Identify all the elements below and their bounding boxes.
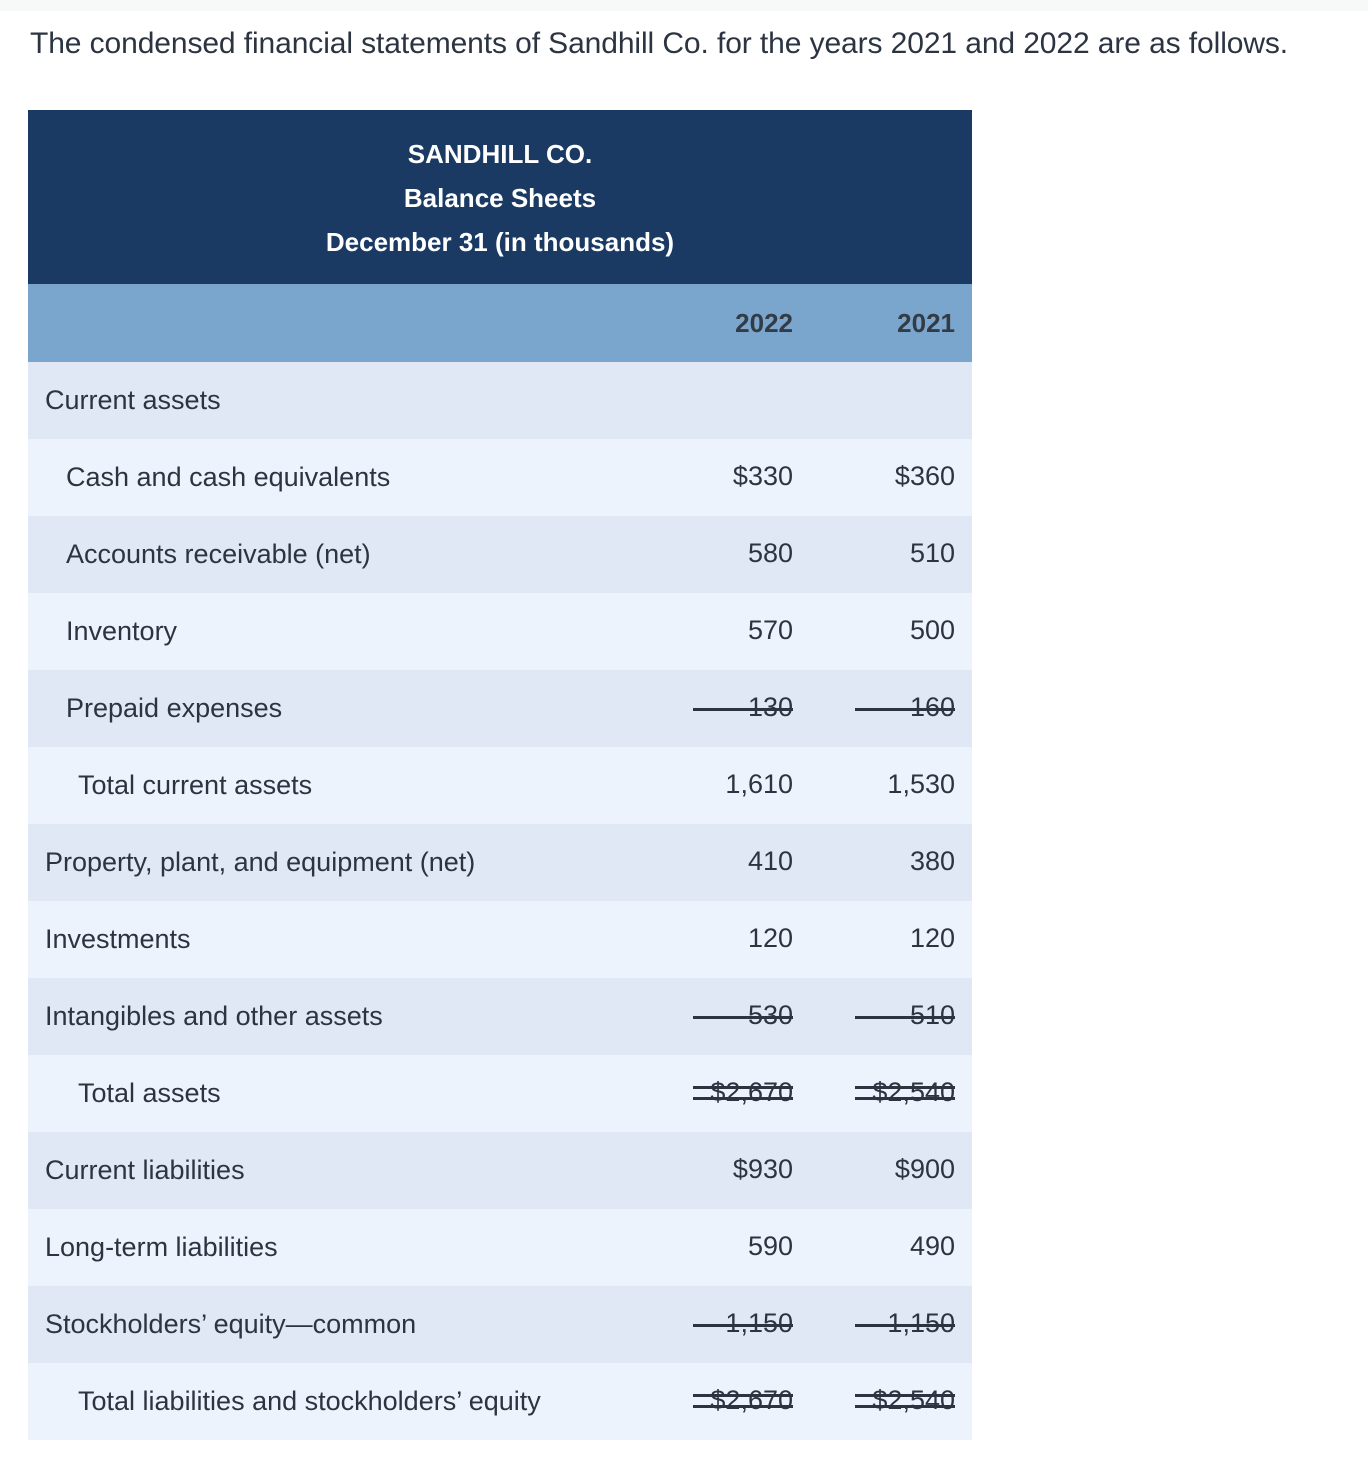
column-header-year-2021: 2021	[897, 307, 955, 338]
value-text: 510	[909, 538, 955, 568]
table-row: Investments 120 120	[28, 901, 972, 978]
value-text: 590	[747, 1231, 793, 1261]
value-text: 1,530	[887, 769, 955, 799]
column-header-row: 2022 2021	[28, 284, 972, 362]
value-text: 1,610	[725, 769, 793, 799]
row-label: Total assets	[78, 1078, 221, 1108]
row-label: Cash and cash equivalents	[66, 462, 391, 492]
balance-sheet-rows: Current assets Cash and cash equivalents $…	[28, 362, 972, 1440]
row-label: Inventory	[66, 616, 178, 646]
statement-subtitle-text: December 31 (in thousands)	[325, 227, 675, 257]
row-value-2022: 530	[648, 1000, 810, 1033]
value-text: 130	[747, 692, 793, 722]
row-label: Intangibles and other assets	[45, 1001, 383, 1031]
row-label: Prepaid expenses	[66, 693, 283, 723]
table-row: Current liabilities $930 $900	[28, 1132, 972, 1209]
statement-subtitle: December 31 (in thousands)	[28, 220, 972, 264]
value-text: $930	[732, 1154, 793, 1184]
row-value-2021: 380	[810, 846, 972, 879]
balance-sheet-table: SANDHILL CO. Balance Sheets December 31 …	[28, 110, 972, 1440]
row-label: Total current assets	[78, 770, 313, 800]
row-label: Investments	[45, 924, 191, 954]
row-value-2022: 1,150	[648, 1308, 810, 1341]
table-row: Property, plant, and equipment (net) 410 3…	[28, 824, 972, 901]
row-label: Property, plant, and equipment (net)	[45, 847, 476, 877]
row-label: Current liabilities	[45, 1155, 245, 1185]
row-value-2022: 130	[648, 692, 810, 725]
row-value-2022: 590	[648, 1231, 810, 1264]
value-text: $2,540	[872, 1385, 955, 1415]
row-value-2022: 580	[648, 538, 810, 571]
value-text: 500	[909, 615, 955, 645]
table-row: Total assets $2,670 $2,540	[28, 1055, 972, 1132]
value-text: $330	[732, 461, 793, 491]
row-value-2022: $930	[648, 1154, 810, 1187]
value-text: $900	[894, 1154, 955, 1184]
table-row: Total current assets 1,610 1,530	[28, 747, 972, 824]
row-label: Accounts receivable (net)	[66, 539, 371, 569]
statement-title-text: Balance Sheets	[403, 183, 597, 213]
row-label: Current assets	[45, 385, 221, 415]
row-value-2021: $360	[810, 461, 972, 494]
row-value-2021: 120	[810, 923, 972, 956]
table-row: Total liabilities and stockholders’ equi…	[28, 1363, 972, 1440]
table-row: Current assets	[28, 362, 972, 439]
row-value-2022: 570	[648, 615, 810, 648]
row-value-2021: 1,150	[810, 1308, 972, 1341]
table-row: Inventory 570 500	[28, 593, 972, 670]
statement-company-name: SANDHILL CO.	[28, 132, 972, 176]
row-value-2021: 1,530	[810, 769, 972, 802]
row-value-2021	[810, 385, 972, 416]
value-text: 1,150	[725, 1308, 793, 1338]
value-text: 490	[909, 1231, 955, 1261]
table-row: Intangibles and other assets 530 510	[28, 978, 972, 1055]
row-value-2022: $2,670	[648, 1077, 810, 1110]
column-header-year-2022: 2022	[735, 307, 793, 338]
value-text: 1,150	[887, 1308, 955, 1338]
value-text: 570	[747, 615, 793, 645]
value-text: 160	[909, 692, 955, 722]
row-value-2021: $900	[810, 1154, 972, 1187]
value-text: 120	[909, 923, 955, 953]
value-text: 120	[747, 923, 793, 953]
table-row: Long-term liabilities 590 490	[28, 1209, 972, 1286]
value-text: 580	[747, 538, 793, 568]
value-text: 510	[909, 1000, 955, 1030]
row-value-2021: 160	[810, 692, 972, 725]
value-text: $2,540	[872, 1077, 955, 1107]
intro-text: The condensed financial statements of Sa…	[30, 27, 1289, 60]
row-value-2021: 500	[810, 615, 972, 648]
statement-header: SANDHILL CO. Balance Sheets December 31 …	[28, 110, 972, 284]
row-value-2022: $2,670	[648, 1385, 810, 1418]
value-text: 530	[747, 1000, 793, 1030]
row-value-2022: $330	[648, 461, 810, 494]
row-value-2021: $2,540	[810, 1385, 972, 1418]
table-row: Prepaid expenses 130 160	[28, 670, 972, 747]
table-row: Accounts receivable (net) 580 510	[28, 516, 972, 593]
row-label: Long-term liabilities	[45, 1232, 278, 1262]
row-value-2021: $2,540	[810, 1077, 972, 1110]
row-value-2021: 510	[810, 1000, 972, 1033]
row-label: Total liabilities and stockholders’ equi…	[78, 1386, 541, 1416]
row-value-2021: 510	[810, 538, 972, 571]
row-value-2022: 410	[648, 846, 810, 879]
row-value-2021: 490	[810, 1231, 972, 1264]
page-top-strip	[0, 0, 1368, 11]
value-text: 410	[747, 846, 793, 876]
table-row: Cash and cash equivalents $330 $360	[28, 439, 972, 516]
row-value-2022: 1,610	[648, 769, 810, 802]
table-row: Stockholders’ equity—common 1,150 1,150	[28, 1286, 972, 1363]
row-value-2022: 120	[648, 923, 810, 956]
value-text: $2,670	[710, 1077, 793, 1107]
statement-title: Balance Sheets	[28, 176, 972, 220]
row-label: Stockholders’ equity—common	[45, 1309, 417, 1339]
row-value-2022	[648, 385, 810, 416]
value-text: $360	[894, 461, 955, 491]
value-text: 380	[909, 846, 955, 876]
statement-company-name-text: SANDHILL CO.	[407, 139, 593, 169]
value-text: $2,670	[710, 1385, 793, 1415]
